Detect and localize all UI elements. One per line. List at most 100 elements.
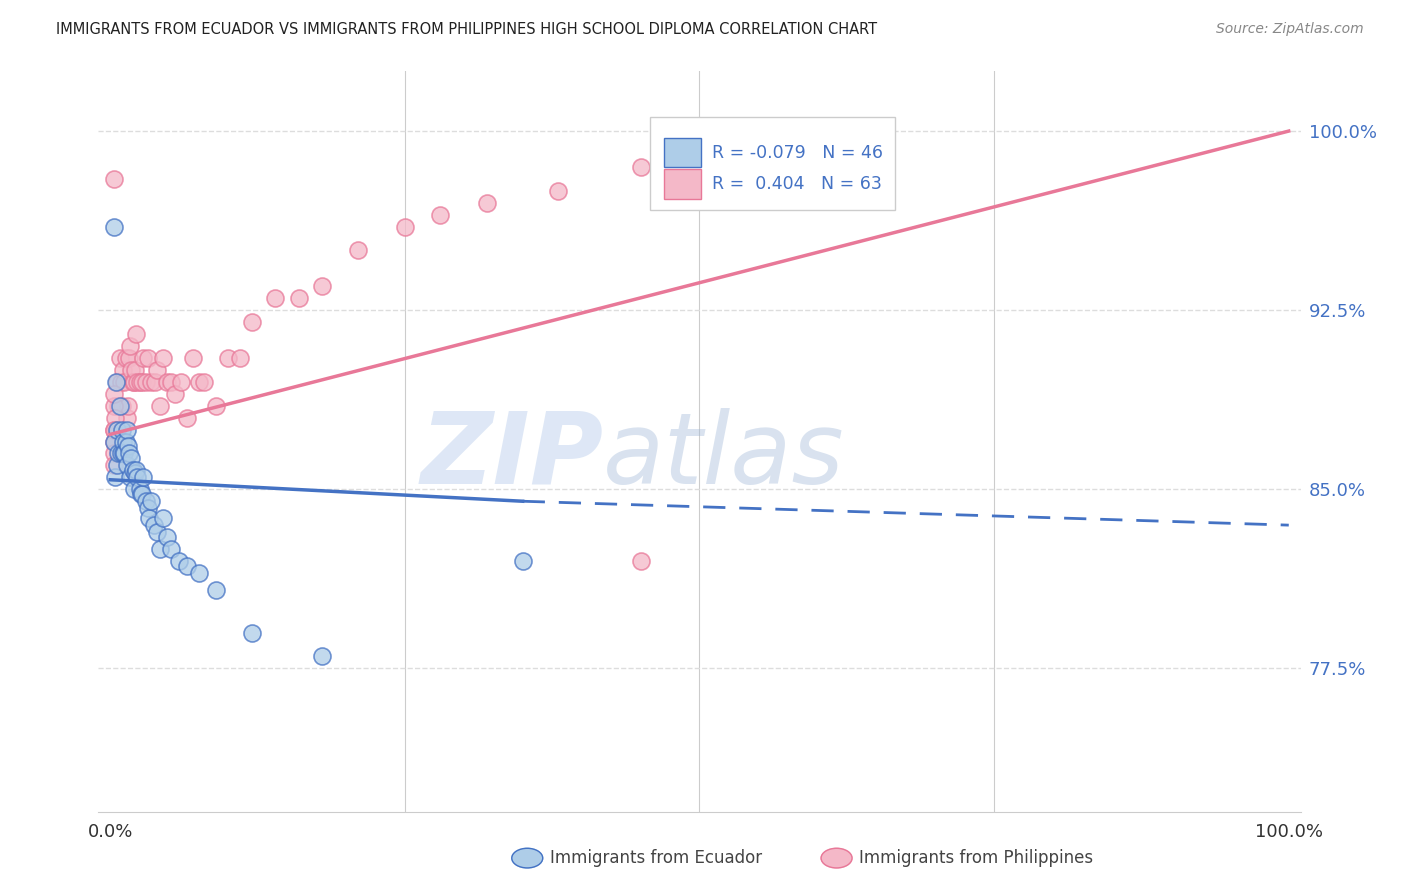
Point: [127, 375, 149, 389]
Point: [160, 375, 183, 389]
Point: [156, 375, 179, 389]
Point: [105, 375, 128, 389]
Point: [205, 582, 228, 597]
Point: [135, 375, 157, 389]
Point: [176, 558, 198, 573]
Point: [124, 466, 146, 480]
Point: [187, 566, 209, 580]
Point: [110, 446, 132, 460]
Point: [156, 530, 179, 544]
Point: [167, 554, 190, 568]
Point: [187, 375, 209, 389]
Point: [429, 208, 451, 222]
Point: [103, 219, 125, 234]
Point: [104, 470, 127, 484]
Point: [114, 351, 136, 365]
Point: [112, 363, 135, 377]
Point: [131, 375, 153, 389]
Point: [114, 434, 136, 449]
Point: [141, 375, 163, 389]
Point: [229, 351, 252, 365]
Point: [149, 541, 172, 556]
Point: [124, 363, 146, 377]
Point: [132, 351, 155, 365]
Text: ZIP: ZIP: [420, 408, 603, 505]
Point: [547, 184, 569, 198]
Point: [112, 434, 135, 449]
Point: [131, 487, 153, 501]
Point: [110, 375, 132, 389]
Point: [128, 483, 150, 497]
Point: [108, 351, 131, 365]
Point: [125, 463, 148, 477]
Point: [103, 434, 125, 449]
Point: [115, 410, 138, 425]
Point: [129, 487, 152, 501]
Point: [118, 446, 141, 460]
Point: [120, 339, 142, 353]
Point: [193, 375, 215, 389]
Point: [111, 399, 134, 413]
Point: [163, 386, 186, 401]
Text: Immigrants from Philippines: Immigrants from Philippines: [859, 849, 1094, 867]
Point: [138, 511, 160, 525]
Point: [346, 244, 368, 258]
Point: [394, 219, 416, 234]
Point: [170, 375, 193, 389]
Point: [205, 399, 228, 413]
Point: [217, 351, 239, 365]
Point: [115, 423, 138, 437]
Point: [121, 375, 143, 389]
Point: [240, 625, 263, 640]
Point: [112, 446, 135, 460]
Point: [120, 363, 142, 377]
Point: [103, 434, 125, 449]
Point: [112, 446, 135, 460]
Text: R =  0.404   N = 63: R = 0.404 N = 63: [711, 175, 882, 193]
Point: [152, 511, 174, 525]
Point: [105, 458, 128, 473]
Point: [125, 327, 148, 342]
Point: [107, 399, 129, 413]
Point: [128, 375, 150, 389]
Point: [136, 501, 159, 516]
Text: Immigrants from Ecuador: Immigrants from Ecuador: [550, 849, 762, 867]
Point: [146, 525, 169, 540]
Point: [311, 649, 333, 664]
Text: atlas: atlas: [603, 408, 845, 505]
Point: [132, 470, 155, 484]
Point: [240, 315, 263, 329]
Point: [136, 351, 159, 365]
Point: [105, 375, 128, 389]
Point: [118, 351, 141, 365]
Point: [103, 399, 125, 413]
Point: [141, 494, 163, 508]
Point: [783, 124, 806, 138]
Text: IMMIGRANTS FROM ECUADOR VS IMMIGRANTS FROM PHILIPPINES HIGH SCHOOL DIPLOMA CORRE: IMMIGRANTS FROM ECUADOR VS IMMIGRANTS FR…: [56, 22, 877, 37]
Point: [152, 351, 174, 365]
Point: [108, 399, 131, 413]
Point: [105, 423, 128, 437]
Point: [264, 291, 287, 305]
Point: [135, 494, 157, 508]
Point: [103, 386, 125, 401]
Point: [176, 410, 198, 425]
Point: [117, 399, 139, 413]
Point: [160, 541, 183, 556]
Point: [103, 171, 125, 186]
Point: [103, 446, 125, 460]
Point: [630, 160, 652, 174]
Point: [287, 291, 309, 305]
Point: [146, 363, 169, 377]
Point: [117, 439, 139, 453]
Point: [181, 351, 204, 365]
Point: [111, 423, 134, 437]
Point: [105, 423, 128, 437]
Point: [149, 399, 172, 413]
Point: [104, 410, 127, 425]
Point: [115, 458, 138, 473]
Point: [122, 375, 145, 389]
Point: [103, 423, 125, 437]
Point: [103, 458, 125, 473]
Point: [142, 518, 165, 533]
